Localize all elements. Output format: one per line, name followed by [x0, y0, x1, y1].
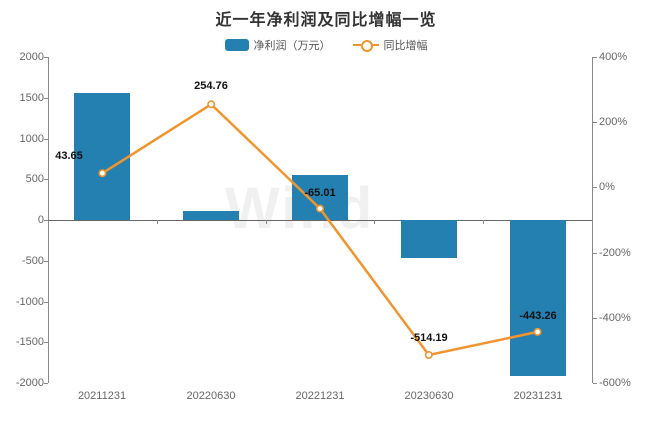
- net-profit-bar[interactable]: [183, 211, 239, 220]
- right-axis-tick-label: -600%: [599, 377, 631, 389]
- x-tick-mark: [483, 220, 484, 224]
- left-tick-mark: [44, 220, 48, 221]
- left-axis-tick-label: -2000: [15, 377, 44, 389]
- x-tick-mark: [157, 220, 158, 224]
- x-tick-mark: [266, 220, 267, 224]
- left-tick-mark: [44, 383, 48, 384]
- left-tick-mark: [44, 342, 48, 343]
- left-axis-tick-label: 1000: [19, 133, 44, 145]
- left-axis-tick-label: 0: [37, 214, 44, 226]
- x-axis-category-label: 20220630: [186, 390, 236, 402]
- right-axis-tick-label: 200%: [599, 116, 628, 128]
- right-axis-tick-label: -200%: [599, 247, 631, 259]
- line-swatch-icon: [352, 39, 379, 52]
- right-axis-tick-label: -400%: [599, 312, 631, 324]
- legend-bar-label: 净利润（万元）: [253, 40, 331, 52]
- left-axis-tick-label: 500: [25, 173, 44, 185]
- left-axis-tick-label: 2000: [19, 51, 44, 63]
- right-tick-mark: [593, 57, 597, 58]
- right-tick-mark: [593, 253, 597, 254]
- x-axis-category-label: 20221231: [295, 390, 345, 402]
- chart-legend: 净利润（万元） 同比增幅: [0, 37, 652, 53]
- left-tick-mark: [44, 139, 48, 140]
- bar-swatch-icon: [224, 39, 249, 51]
- legend-item-net-profit[interactable]: 净利润（万元）: [224, 37, 331, 53]
- left-tick-mark: [44, 98, 48, 99]
- data-point-marker[interactable]: [424, 350, 433, 359]
- yoy-point-label: -443.26: [519, 310, 557, 322]
- right-tick-mark: [593, 187, 597, 188]
- right-tick-mark: [593, 122, 597, 123]
- left-axis-tick-label: -1000: [15, 296, 44, 308]
- chart-title: 近一年净利润及同比增幅一览: [215, 12, 437, 29]
- left-axis-tick-label: -500: [21, 255, 44, 267]
- yoy-point-label: 254.76: [194, 80, 228, 92]
- legend-line-label: 同比增幅: [383, 40, 428, 52]
- right-tick-mark: [593, 383, 597, 384]
- x-axis-category-label: 20211231: [77, 390, 127, 402]
- left-tick-mark: [44, 302, 48, 303]
- net-profit-bar[interactable]: [510, 220, 566, 376]
- x-tick-mark: [374, 220, 375, 224]
- right-axis-tick-label: 400%: [599, 51, 628, 63]
- left-tick-mark: [44, 179, 48, 180]
- yoy-point-label: -514.19: [410, 332, 448, 344]
- yoy-point-label: 43.65: [55, 150, 83, 162]
- net-profit-bar[interactable]: [401, 220, 457, 258]
- left-axis-tick-label: 1500: [19, 92, 44, 104]
- x-axis-category-label: 20231231: [513, 390, 563, 402]
- left-tick-mark: [44, 57, 48, 58]
- legend-item-yoy-growth[interactable]: 同比增幅: [352, 37, 428, 53]
- left-tick-mark: [44, 261, 48, 262]
- x-axis-category-label: 20230630: [404, 390, 454, 402]
- right-axis-line: [592, 57, 593, 383]
- right-axis-tick-label: 0%: [599, 181, 615, 193]
- left-axis-tick-label: -1500: [15, 336, 44, 348]
- right-tick-mark: [593, 318, 597, 319]
- data-point-marker[interactable]: [207, 100, 216, 109]
- yoy-point-label: -65.01: [304, 187, 336, 199]
